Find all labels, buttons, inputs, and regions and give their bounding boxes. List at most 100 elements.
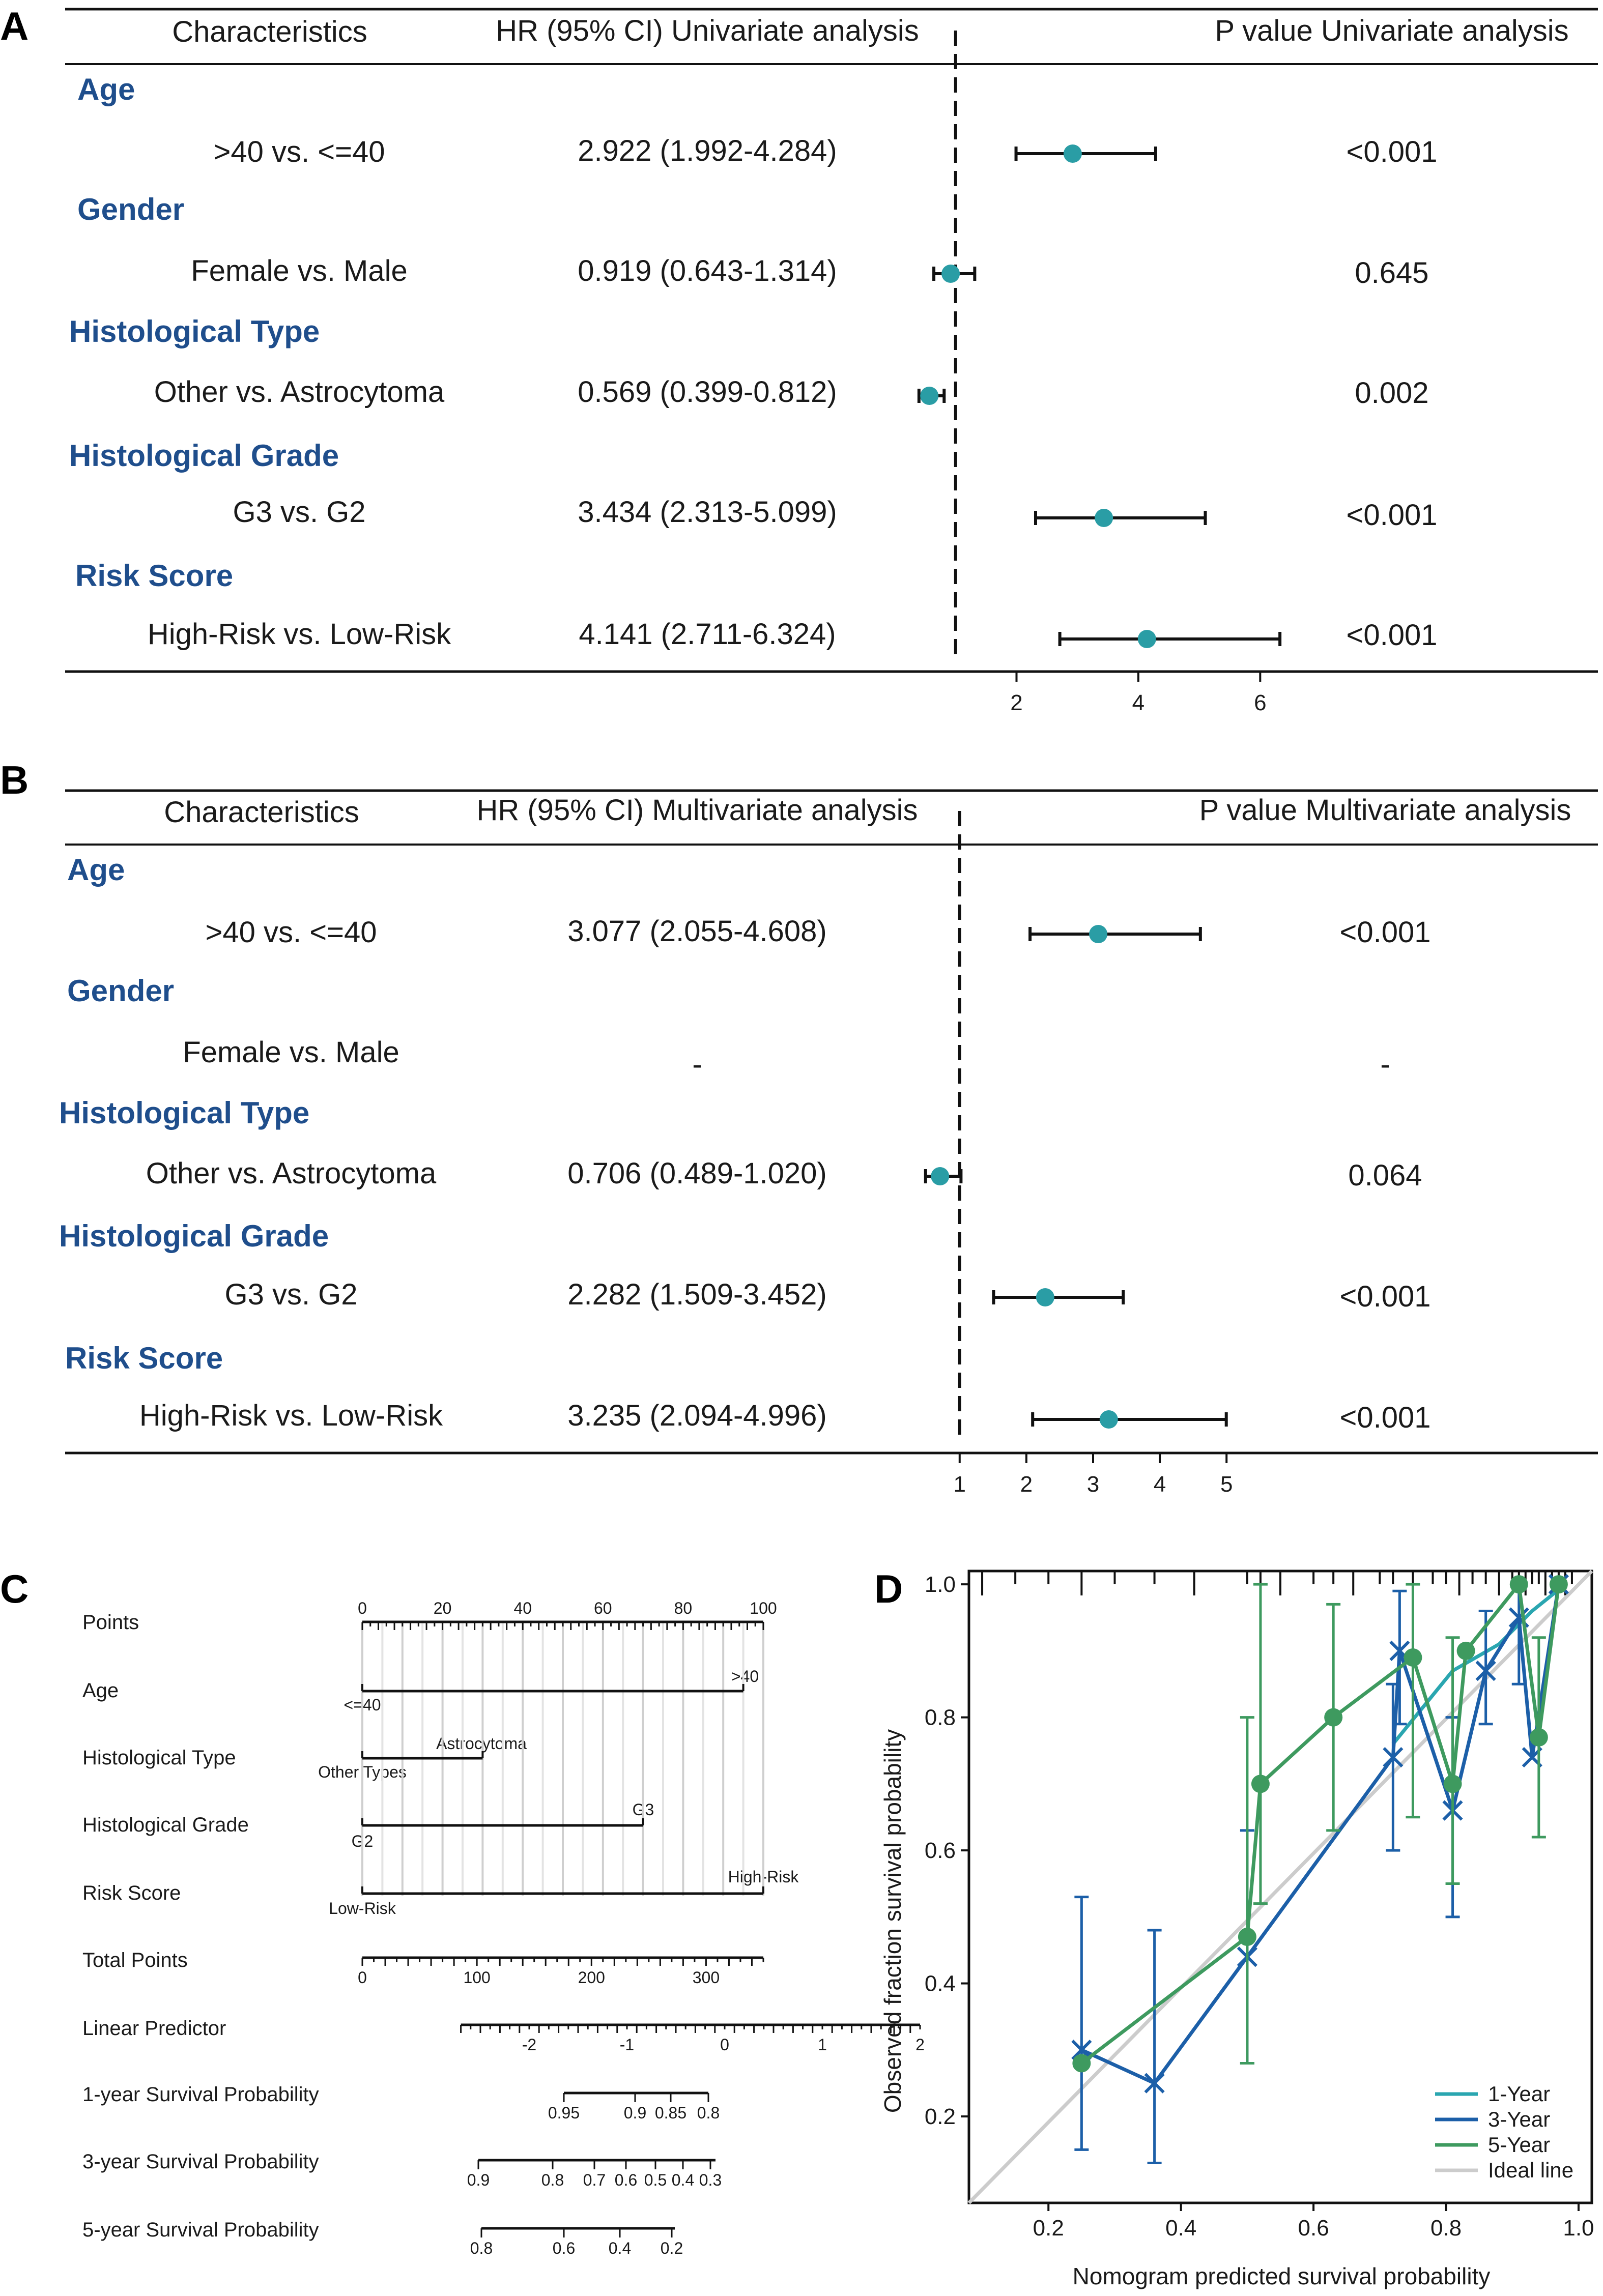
series-line-1-year — [1391, 1583, 1567, 1746]
category-label: Age — [77, 72, 135, 106]
data-point — [1509, 1575, 1528, 1594]
nomogram-row-label: Total Points — [82, 1949, 188, 1971]
hr-ci-text: 2.922 (1.992-4.284) — [578, 134, 837, 167]
scale-label: -1 — [620, 2036, 634, 2054]
scale-label: 60 — [594, 1599, 612, 1617]
scale-label: 20 — [434, 1599, 452, 1617]
hr-ci-text: 0.919 (0.643-1.314) — [578, 254, 837, 287]
hr-ci-text: 4.141 (2.711-6.324) — [579, 618, 836, 651]
y-tick-label: 0.8 — [925, 1705, 956, 1730]
legend-label: 3-Year — [1488, 2107, 1550, 2131]
level-label: Low-Risk — [329, 1899, 396, 1917]
series-line-3-year — [1080, 1584, 1561, 2086]
scale-label: 300 — [693, 1968, 720, 1987]
scale-label: 0.4 — [672, 2171, 694, 2189]
panel-b: B Characteristics HR (95% CI) Multivaria… — [0, 758, 1598, 1497]
panel-label-b: B — [0, 758, 28, 802]
comparison-label: High-Risk vs. Low-Risk — [148, 618, 451, 651]
p-value: 0.002 — [1355, 376, 1428, 410]
comparison-label: G3 vs. G2 — [233, 496, 365, 529]
hr-ci-text: 3.077 (2.055-4.608) — [567, 915, 826, 948]
level-label: Astrocytoma — [436, 1734, 527, 1753]
category-label: Histological Grade — [59, 1219, 329, 1253]
panel-c: C Points Age Histological Type Histologi… — [0, 1566, 925, 2257]
ideal-line — [967, 1570, 1593, 2204]
hr-ci-text: 0.569 (0.399-0.812) — [578, 375, 837, 409]
x-tick-label: 3 — [1087, 1472, 1099, 1497]
data-point — [1144, 2073, 1165, 2094]
panel-d: D 0.2 0.4 0.6 0.8 1.0 0.2 0.4 0.6 0.8 1.0 1-Year3-… — [874, 1566, 1594, 2289]
data-point — [1404, 1648, 1422, 1667]
hr-ci-text: 0.706 (0.489-1.020) — [567, 1157, 826, 1190]
data-point — [1475, 1660, 1496, 1681]
nomogram-row-label: Linear Predictor — [82, 2017, 226, 2040]
data-point — [1251, 1775, 1270, 1793]
panel-a: A Characteristics HR (95% CI) Univariate… — [0, 4, 1598, 715]
comparison-label: G3 vs. G2 — [224, 1278, 357, 1311]
forest-plot-b: 1 2 3 4 5 — [924, 811, 1233, 1497]
scale-label: 100 — [463, 1968, 490, 1987]
category-label: Histological Type — [69, 314, 320, 348]
scale-label: 0.5 — [644, 2171, 667, 2189]
hr-ci-text: - — [692, 1048, 702, 1081]
x-axis-title: Nomogram predicted survival probability — [1073, 2263, 1491, 2289]
scale-label: 0.4 — [609, 2239, 631, 2257]
legend-label: Ideal line — [1488, 2158, 1573, 2182]
x-tick-label: 1 — [954, 1472, 966, 1497]
scale-label: 0.6 — [553, 2239, 575, 2257]
header-characteristics: Characteristics — [164, 796, 359, 829]
hr-ci-text: 3.235 (2.094-4.996) — [567, 1399, 826, 1432]
y-tick-label: 1.0 — [925, 1572, 956, 1597]
forest-plot-a: 2 4 6 — [917, 31, 1282, 715]
scale-label: 80 — [674, 1599, 693, 1617]
series-line-5-year — [1080, 1580, 1561, 2065]
hr-point — [941, 265, 960, 283]
scale-label: 2 — [915, 2036, 925, 2054]
data-point — [1071, 2040, 1092, 2060]
scale-label: 0.9 — [624, 2104, 646, 2122]
x-tick-label: 0.8 — [1430, 2216, 1462, 2241]
category-label: Risk Score — [65, 1341, 223, 1375]
nomogram-row-label: 5-year Survival Probability — [82, 2219, 319, 2241]
p-value: <0.001 — [1339, 1280, 1430, 1313]
category-label: Gender — [77, 192, 184, 226]
scale-label: 0.85 — [655, 2104, 686, 2122]
scale-label: 0.2 — [661, 2239, 683, 2257]
category-label: Gender — [67, 974, 174, 1008]
nomogram-row-label: Points — [82, 1611, 139, 1634]
data-point — [1383, 1747, 1404, 1768]
category-label: Risk Score — [75, 559, 233, 593]
panel-label-d: D — [874, 1566, 903, 1611]
panel-label-a: A — [0, 4, 28, 48]
data-point — [1443, 1775, 1462, 1793]
p-value: <0.001 — [1339, 1401, 1430, 1434]
y-tick-label: 0.6 — [925, 1838, 956, 1863]
scale-label: 40 — [513, 1599, 532, 1617]
x-tick-label: 0.4 — [1165, 2216, 1196, 2241]
p-value: <0.001 — [1346, 135, 1437, 168]
data-point — [1072, 2054, 1091, 2073]
scale-label: 0.8 — [541, 2171, 564, 2189]
scale-label: -2 — [522, 2036, 536, 2054]
data-point — [1324, 1708, 1343, 1727]
x-tick-label: 2 — [1020, 1472, 1033, 1497]
hr-ci-text: 3.434 (2.313-5.099) — [578, 496, 837, 529]
header-characteristics: Characteristics — [172, 15, 367, 48]
p-value: 0.064 — [1348, 1159, 1422, 1192]
scale-label: 0 — [358, 1599, 367, 1617]
comparison-label: Other vs. Astrocytoma — [154, 375, 445, 409]
header-hr: HR (95% CI) Univariate analysis — [496, 14, 919, 47]
x-tick-label: 4 — [1154, 1472, 1166, 1497]
category-label: Age — [67, 853, 125, 887]
x-tick-label: 1.0 — [1563, 2216, 1594, 2241]
comparison-label: High-Risk vs. Low-Risk — [139, 1399, 443, 1432]
hr-ci-text: 2.282 (1.509-3.452) — [567, 1278, 826, 1311]
hr-point — [1089, 925, 1108, 943]
scale-label: 1 — [818, 2036, 827, 2054]
header-hr: HR (95% CI) Multivariate analysis — [476, 794, 918, 827]
hr-point — [1137, 630, 1156, 648]
scale-label: 0 — [720, 2036, 729, 2054]
x-tick-label: 6 — [1254, 690, 1266, 715]
legend-label: 5-Year — [1488, 2133, 1550, 2157]
